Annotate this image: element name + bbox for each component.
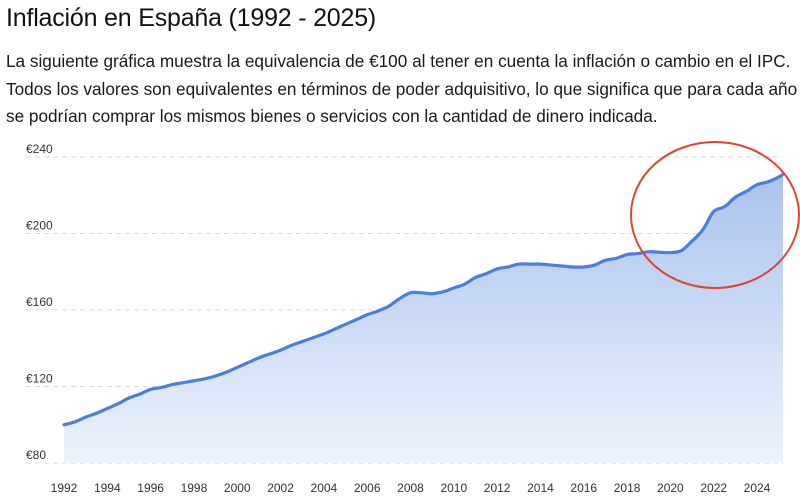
- page-description: La siguiente gráfica muestra la equivale…: [6, 51, 798, 126]
- x-tick-label: 2002: [267, 481, 294, 495]
- inflation-area-chart: €80 €120 €160 €200 €240 1992 1994 1996 1998 2000…: [26, 141, 800, 495]
- x-tick-label: 2010: [440, 481, 467, 495]
- x-tick-label: 2016: [570, 481, 597, 495]
- x-tick-label: 1998: [181, 481, 208, 495]
- y-tick-label: €200: [26, 219, 53, 233]
- y-tick-label: €160: [26, 295, 53, 309]
- page-title: Inflación en España (1992 - 2025): [6, 4, 377, 32]
- x-tick-label: 2008: [397, 481, 424, 495]
- x-tick-label: 2004: [311, 481, 338, 495]
- x-tick-label: 2012: [484, 481, 511, 495]
- x-tick-label: 2020: [657, 481, 684, 495]
- highlight-ellipse: [630, 141, 800, 289]
- x-tick-label: 2006: [354, 481, 381, 495]
- y-tick-label: €240: [26, 142, 53, 156]
- x-tick-label: 1994: [94, 481, 121, 495]
- x-tick-label: 2014: [527, 481, 554, 495]
- x-tick-label: 2024: [744, 481, 771, 495]
- x-tick-label: 1996: [137, 481, 164, 495]
- y-tick-label: €80: [26, 448, 46, 462]
- y-tick-label: €120: [26, 372, 53, 386]
- x-tick-label: 2000: [224, 481, 251, 495]
- area-fill: [64, 174, 783, 463]
- x-tick-label: 2018: [614, 481, 641, 495]
- x-tick-label: 2022: [700, 481, 727, 495]
- series-line: [62, 172, 785, 427]
- x-tick-label: 1992: [51, 481, 78, 495]
